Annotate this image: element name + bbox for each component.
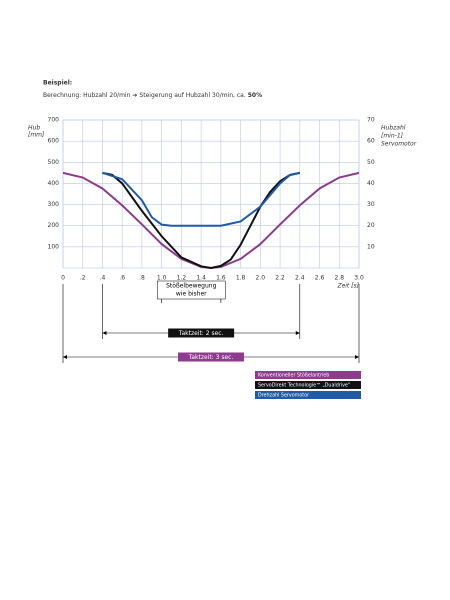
arrow: ➔ bbox=[132, 92, 137, 99]
y-tick-label: 300 bbox=[48, 201, 60, 208]
annotation-text: Taktzeit: 2 sec. bbox=[178, 330, 224, 337]
x-tick-label: 2.0 bbox=[256, 275, 266, 282]
x-tick-label: 1.2 bbox=[177, 275, 187, 282]
y-tick-label: 200 bbox=[48, 222, 60, 229]
x-tick-label: 1.6 bbox=[216, 275, 226, 282]
x-tick-label: 1.4 bbox=[196, 275, 206, 282]
annotation-box bbox=[178, 352, 244, 362]
x-tick-label: 1.0 bbox=[157, 275, 167, 282]
x-tick-label: .8 bbox=[139, 275, 145, 282]
annotation-text: wie bisher bbox=[176, 291, 207, 298]
subtitle-part: Steigerung auf Hubzahl 30/min, ca. bbox=[139, 92, 245, 99]
y2-tick-label: 10 bbox=[367, 243, 375, 250]
y-axis-title: [mm] bbox=[28, 132, 45, 139]
legend-swatch bbox=[255, 381, 361, 389]
y-tick-label: 400 bbox=[48, 180, 60, 187]
y-tick-label: 100 bbox=[48, 243, 60, 250]
legend-swatch bbox=[255, 371, 361, 379]
y2-tick-label: 70 bbox=[367, 117, 375, 124]
x-tick-label: 2.6 bbox=[315, 275, 325, 282]
x-tick-label: 2.4 bbox=[295, 275, 305, 282]
y2-tick-label: 40 bbox=[367, 180, 375, 187]
subtitle-part: 50% bbox=[248, 92, 262, 99]
y-axis-title: Hub bbox=[28, 125, 40, 132]
annotation-box bbox=[157, 280, 226, 300]
series-line bbox=[102, 171, 301, 227]
legend-label: ServoDirekt Technologie™ „Dualdrive“ bbox=[258, 383, 351, 389]
x-tick-label: 0 bbox=[61, 275, 65, 282]
x-tick-label: 2.2 bbox=[275, 275, 285, 282]
x-tick-label: .6 bbox=[119, 275, 125, 282]
x-axis-title: Zeit [s] bbox=[336, 283, 359, 290]
subtitle: Berechnung: Hubzahl 20/min ➔ Steigerung au… bbox=[43, 92, 262, 99]
y2-tick-label: 60 bbox=[367, 138, 375, 145]
y2-axis-title: Servomotor bbox=[381, 141, 417, 148]
y2-axis-title: [min-1] bbox=[381, 133, 404, 140]
annotation-text: Taktzeit: 3 sec. bbox=[188, 354, 234, 361]
subtitle-part: Berechnung: Hubzahl 20/min bbox=[43, 92, 131, 99]
legend-swatch bbox=[255, 391, 361, 399]
y-tick-label: 700 bbox=[48, 117, 60, 124]
x-tick-label: 1.8 bbox=[236, 275, 246, 282]
legend-label: Konventioneller Stößelantrieb bbox=[258, 373, 329, 379]
heading: Beispiel: bbox=[43, 80, 72, 87]
x-tick-label: 3.0 bbox=[354, 275, 364, 282]
x-tick-label: .4 bbox=[100, 275, 106, 282]
annotation-box bbox=[168, 328, 235, 338]
x-tick-label: 2.8 bbox=[334, 275, 344, 282]
y2-tick-label: 20 bbox=[367, 222, 375, 229]
y2-axis-title: Hubzahl bbox=[381, 125, 406, 132]
series-line bbox=[102, 171, 301, 270]
annotation-text: Stößelbewegung bbox=[166, 283, 216, 290]
y2-tick-label: 30 bbox=[367, 201, 375, 208]
y-tick-label: 500 bbox=[48, 159, 60, 166]
y-tick-label: 600 bbox=[48, 138, 60, 145]
legend-label: Drehzahl Servomotor bbox=[258, 393, 309, 399]
y2-tick-label: 50 bbox=[367, 159, 375, 166]
x-tick-label: .2 bbox=[80, 275, 86, 282]
